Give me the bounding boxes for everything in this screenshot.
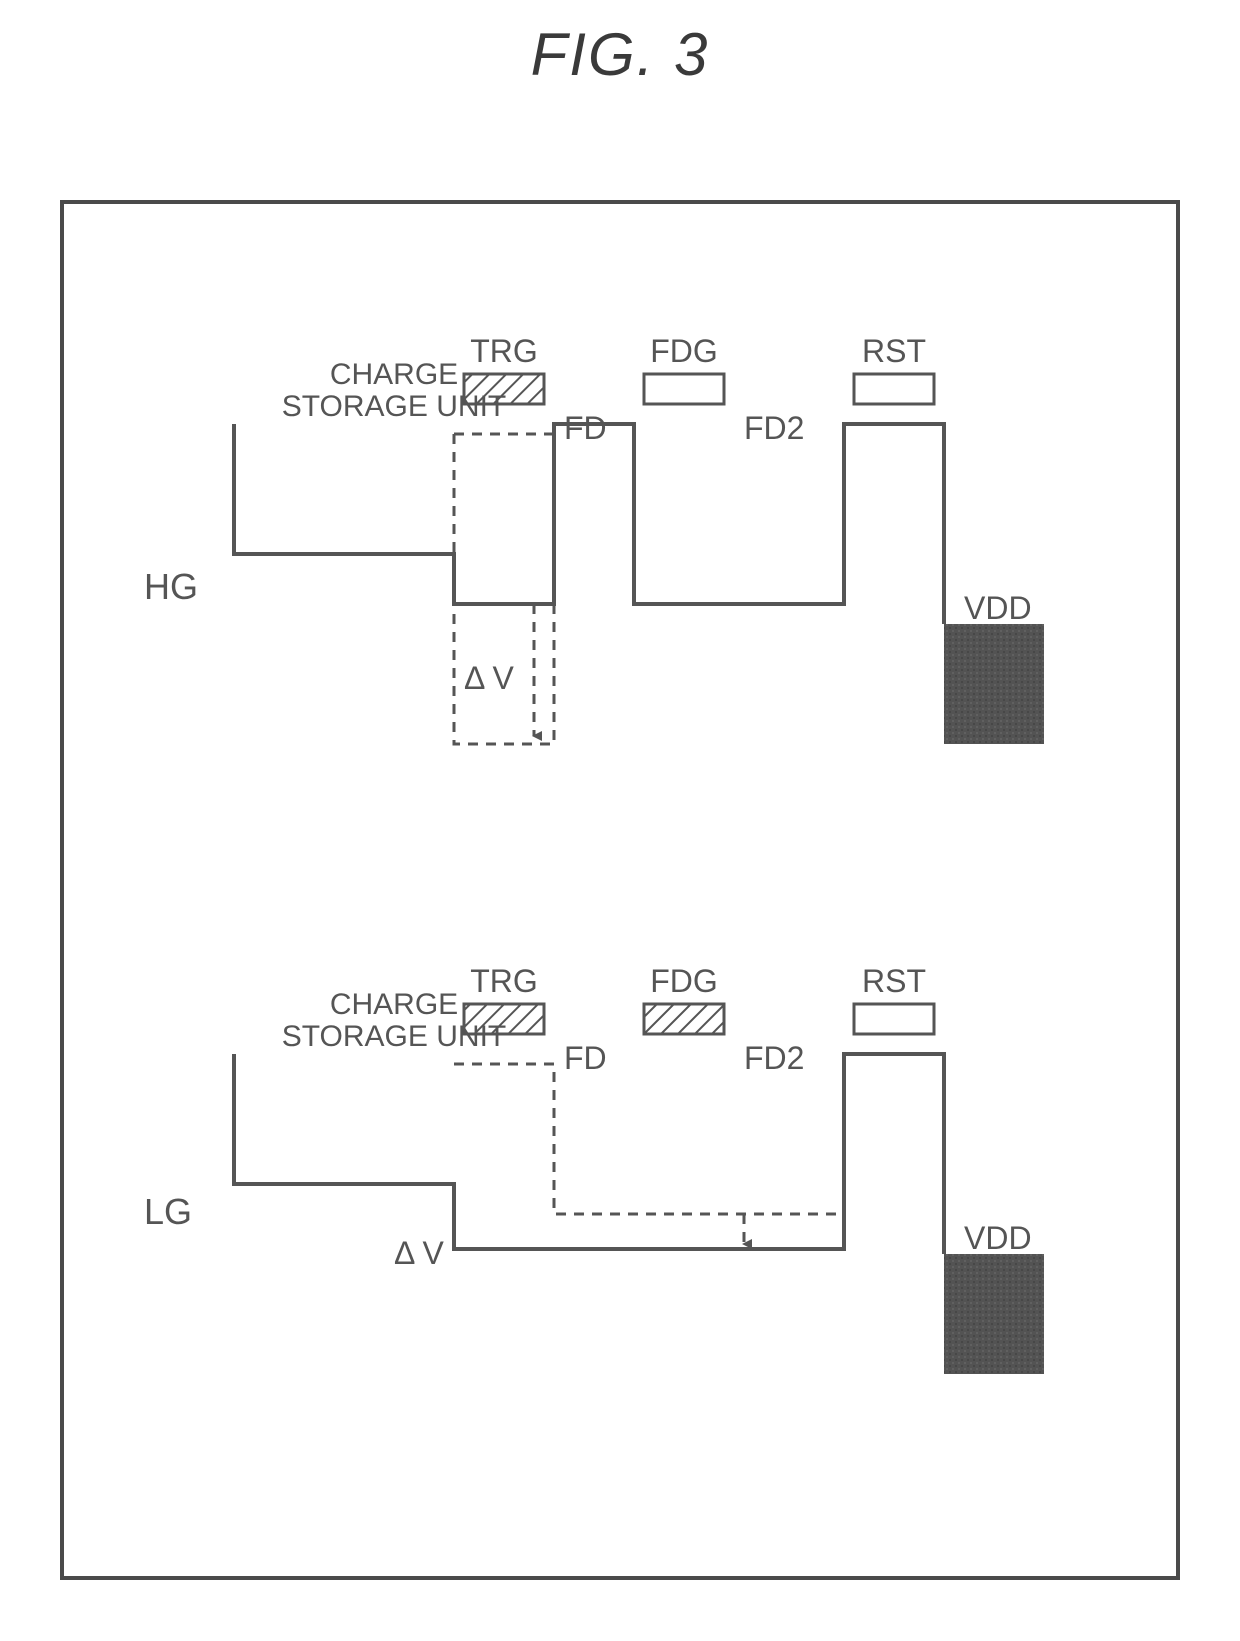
gate-fdg (644, 1004, 724, 1034)
figure-title: FIG. 3 (0, 20, 1240, 89)
vdd-well (944, 1254, 1044, 1374)
fd2-label: FD2 (744, 1040, 804, 1076)
gate-rst (854, 1004, 934, 1034)
charge-storage-label-1: CHARGE (330, 358, 458, 391)
fd2-label: FD2 (744, 410, 804, 446)
gate-label-trg: TRG (470, 963, 538, 999)
diagram-svg: HGTRGFDGRSTCHARGESTORAGE UNITFDFD2Δ VVDD… (64, 204, 1176, 1576)
gate-rst (854, 374, 934, 404)
gate-label-rst: RST (862, 963, 926, 999)
figure-frame: HGTRGFDGRSTCHARGESTORAGE UNITFDFD2Δ VVDD… (60, 200, 1180, 1580)
gate-label-rst: RST (862, 333, 926, 369)
charge-storage-label-2: STORAGE UNIT (282, 1020, 506, 1053)
delta-v-label: Δ V (394, 1235, 445, 1271)
gate-fdg (644, 374, 724, 404)
vdd-label: VDD (964, 590, 1032, 626)
delta-v-label: Δ V (464, 660, 515, 696)
fd-label: FD (564, 410, 607, 446)
gate-label-fdg: FDG (650, 333, 718, 369)
mode-label-lg: LG (144, 1191, 192, 1232)
gate-label-fdg: FDG (650, 963, 718, 999)
mode-label-hg: HG (144, 566, 198, 607)
dashed-path-hg (454, 434, 554, 744)
charge-storage-label-2: STORAGE UNIT (282, 390, 506, 423)
page: FIG. 3 HGTRGFDGRSTCHARGESTORAGE UNITFDFD… (0, 0, 1240, 1641)
dashed-path-lg (454, 1064, 844, 1214)
vdd-well (944, 624, 1044, 744)
fd-label: FD (564, 1040, 607, 1076)
potential-path-lg (234, 1054, 944, 1254)
potential-path-hg (234, 424, 944, 624)
vdd-label: VDD (964, 1220, 1032, 1256)
gate-label-trg: TRG (470, 333, 538, 369)
charge-storage-label-1: CHARGE (330, 988, 458, 1021)
